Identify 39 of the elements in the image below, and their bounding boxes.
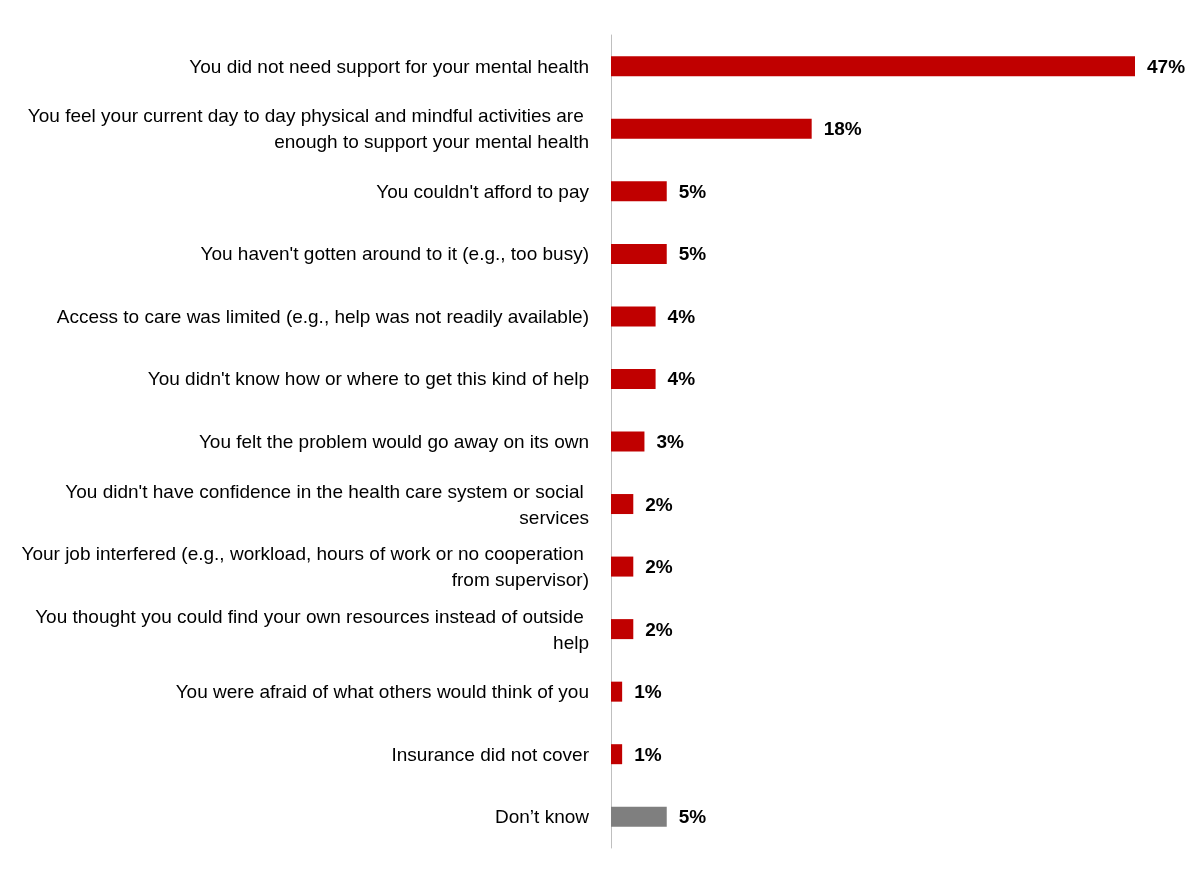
- y-tick-label: You were afraid of what others would think of you: [175, 681, 589, 703]
- y-tick-label: Don’t know: [495, 806, 590, 828]
- data-label: 47%: [1147, 55, 1186, 77]
- bar: [611, 181, 667, 202]
- data-label: 2%: [645, 493, 673, 515]
- y-tick-label: You didn't have confidence in the health care system or social services: [65, 480, 589, 528]
- data-label: 1%: [634, 743, 662, 765]
- bar: [611, 118, 812, 139]
- y-tick-label: You feel your current day to day physical and mindful activities are enough to support your mental health: [27, 105, 589, 153]
- data-label: 2%: [645, 556, 673, 578]
- bar: [611, 494, 634, 515]
- y-tick-label: You felt the problem would go away on its own: [198, 431, 589, 452]
- bar: [611, 681, 623, 702]
- data-label: 3%: [656, 431, 685, 452]
- bar: [611, 431, 645, 452]
- data-label: 18%: [823, 118, 862, 140]
- data-label: 4%: [667, 305, 696, 327]
- data-label: 5%: [678, 806, 707, 828]
- bar: [611, 368, 656, 389]
- y-tick-label: You didn't know how or where to get this kind of help: [147, 368, 589, 390]
- data-label: 1%: [634, 681, 662, 703]
- data-label: 4%: [667, 368, 696, 390]
- data-label: 5%: [678, 180, 707, 202]
- y-tick-label: You couldn't afford to pay: [376, 180, 590, 202]
- y-tick-label: You thought you could find your own resources instead of outside help: [35, 605, 589, 653]
- bar: [611, 243, 667, 264]
- data-label: 5%: [678, 243, 707, 265]
- y-tick-label: Access to care was limited (e.g., help was not readily available): [56, 305, 589, 327]
- y-tick-label: Your job interfered (e.g., workload, hours of work or no cooperation from supervisor): [21, 543, 589, 591]
- bar: [611, 806, 667, 827]
- bar: [611, 744, 623, 765]
- data-label: 2%: [645, 618, 673, 640]
- bar: [611, 56, 1135, 77]
- bar: [611, 306, 656, 327]
- y-tick-label: You haven't gotten around to it (e.g., too busy): [200, 243, 589, 265]
- y-tick-label: You did not need support for your mental health: [189, 55, 589, 77]
- bar: [611, 619, 634, 640]
- y-tick-label: Insurance did not cover: [391, 743, 590, 765]
- bar: [611, 556, 634, 577]
